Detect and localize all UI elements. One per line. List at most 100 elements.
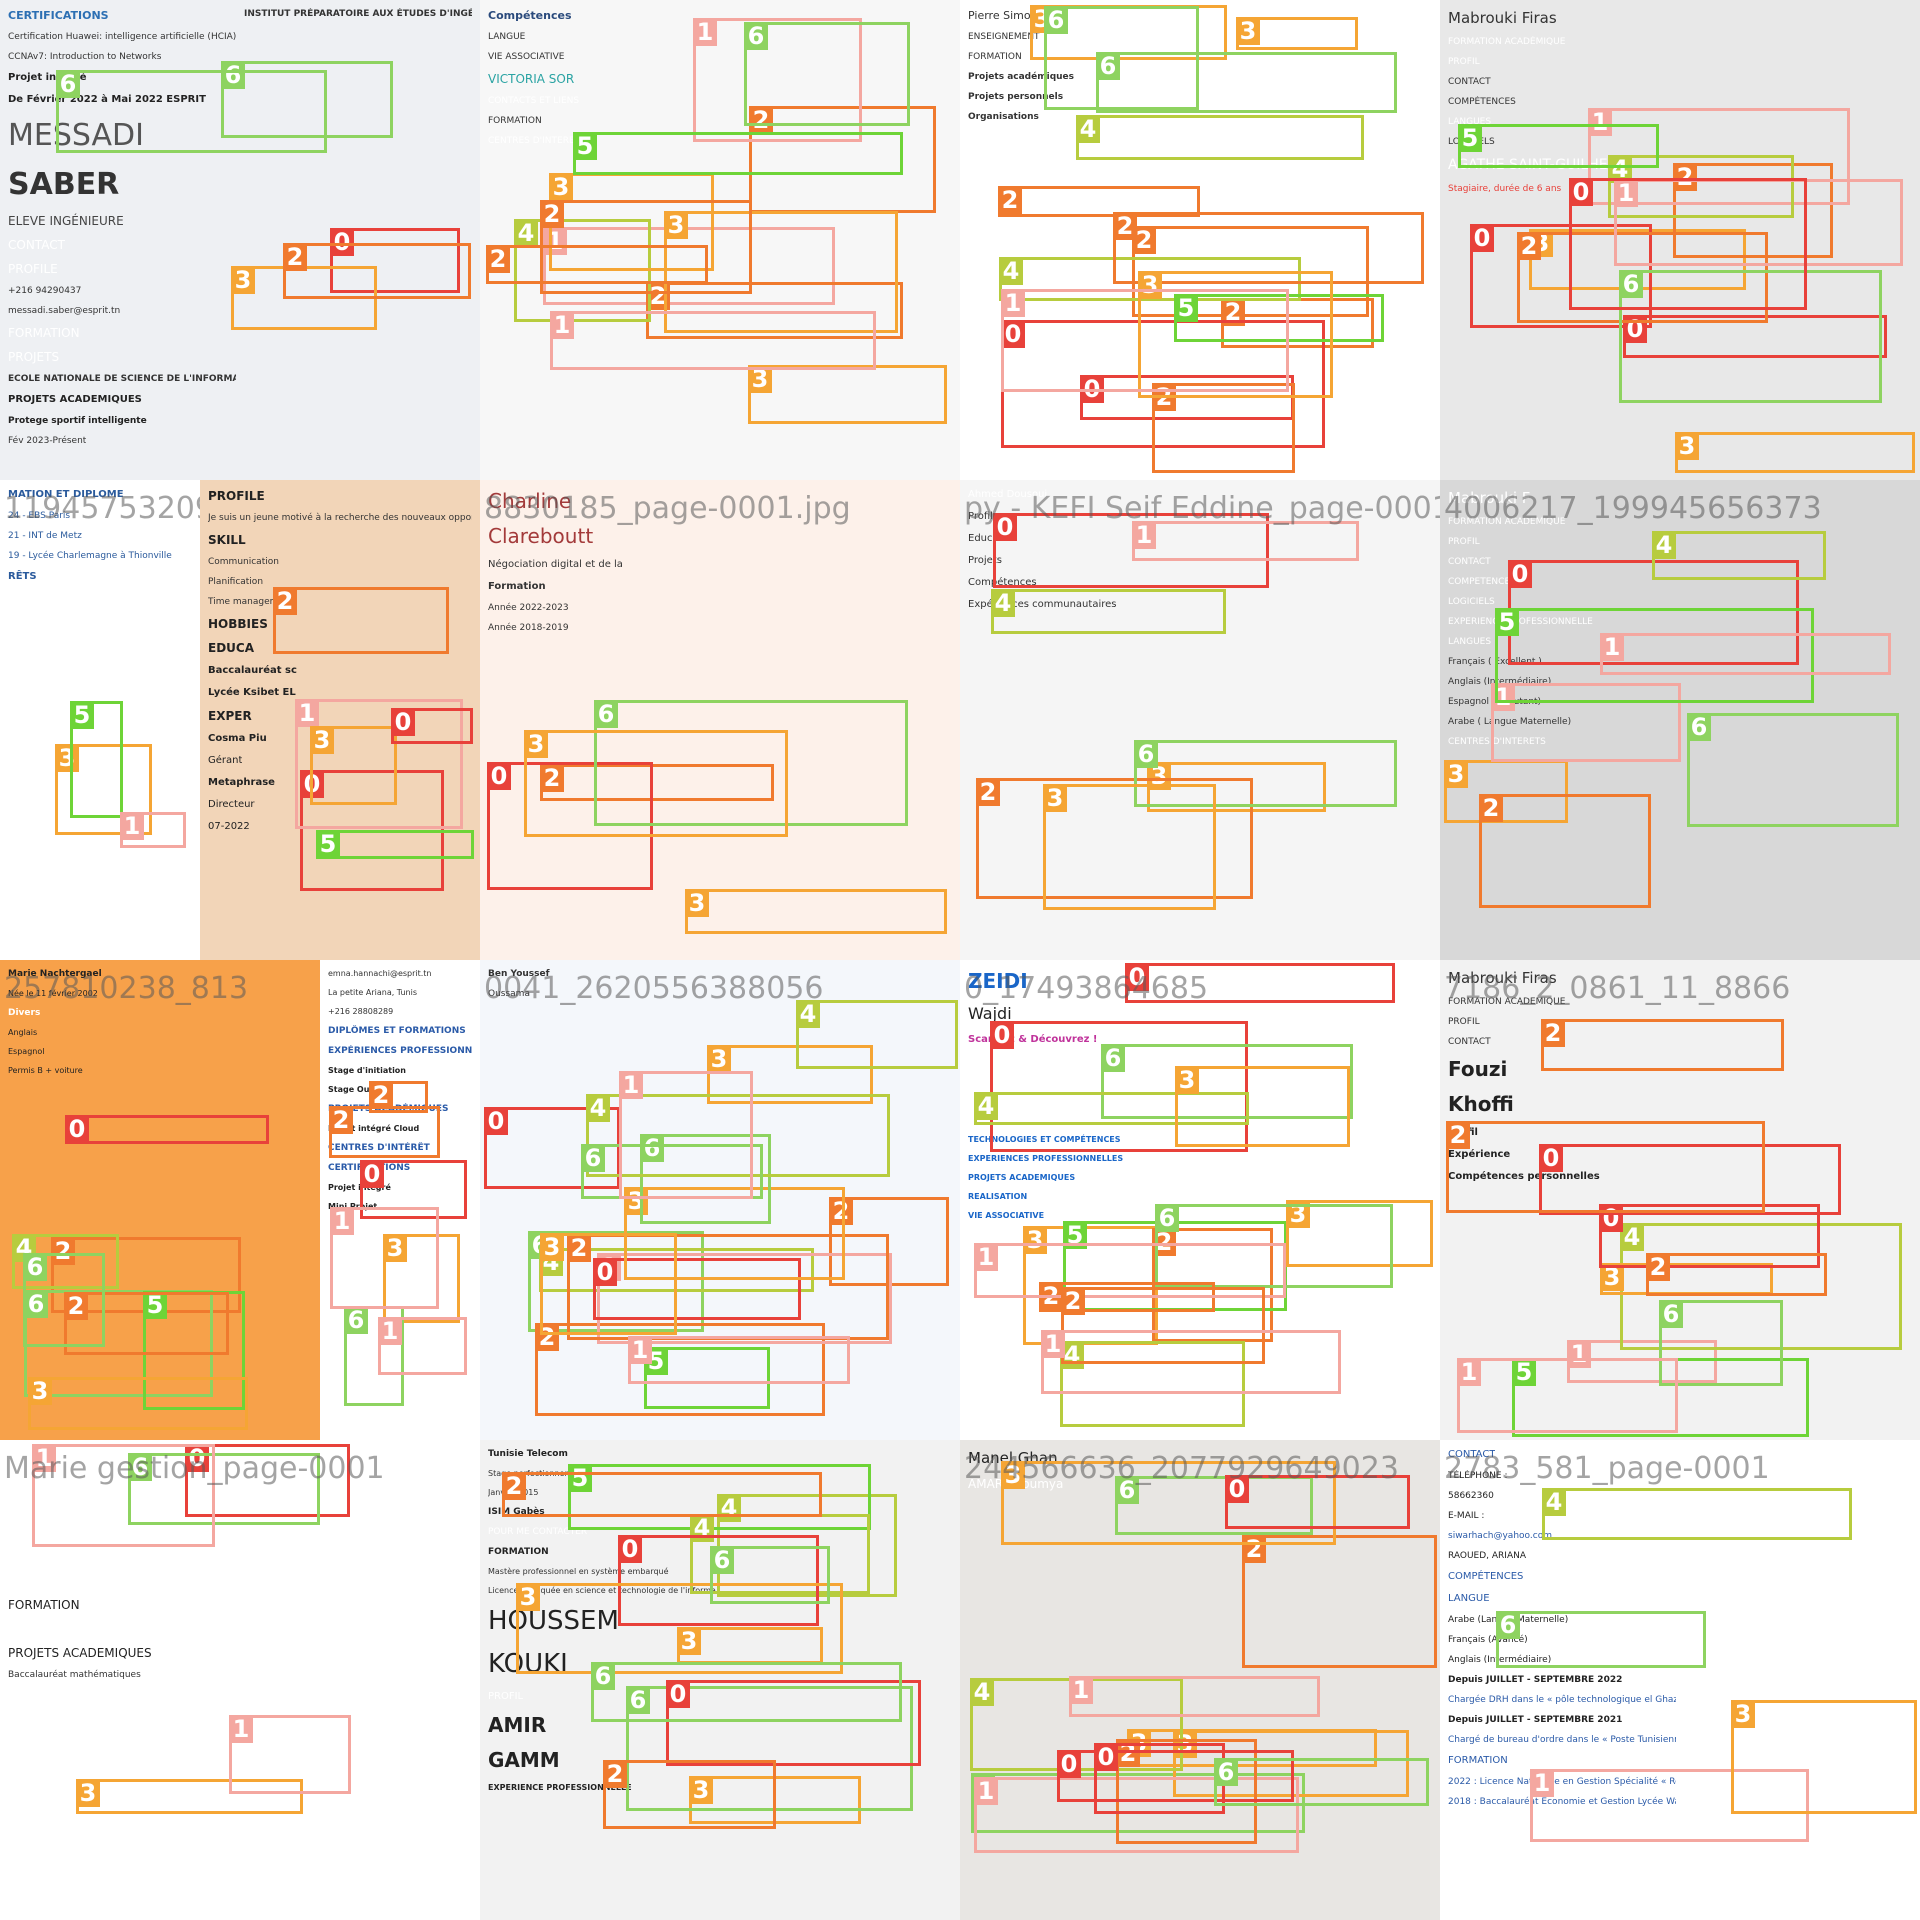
annotation-label: 3 bbox=[549, 173, 573, 201]
cv-tile-17: CONTACT TÉLÉPHONE : 58662360 E-MAIL : siwarh… bbox=[1440, 1440, 1920, 1920]
cv-text: Pierre Simon bbox=[968, 9, 1038, 22]
annotation-label: 1 bbox=[1069, 1676, 1093, 1704]
cv-text: Formation bbox=[488, 581, 546, 592]
cv-text: ECOLE NATIONALE DE SCIENCE DE L'INFORMAT… bbox=[8, 374, 236, 384]
annotation-label: 0 bbox=[1001, 320, 1025, 348]
cv-text: Stagiaire, durée de 6 ans bbox=[1448, 184, 1562, 194]
annotation-label: 3 bbox=[76, 1779, 100, 1807]
annotation-box bbox=[1512, 1358, 1809, 1437]
cv-text: +216 28808289 bbox=[328, 1007, 394, 1016]
annotation-box bbox=[998, 186, 1200, 217]
cv-text: Communication bbox=[208, 557, 279, 567]
cv-text: 19 - Lycée Charlemagne à Thionville bbox=[8, 551, 172, 561]
cv-text: Stage d'initiation bbox=[328, 1066, 406, 1075]
cv-text: PROJETS ACADEMIQUES bbox=[8, 394, 142, 405]
cv-text: CENTRES D'INTERETS bbox=[1448, 737, 1546, 747]
cv-text: Wajdi bbox=[968, 1004, 1012, 1023]
annotation-box bbox=[1687, 713, 1899, 827]
cv-text: PROFIL bbox=[1448, 537, 1480, 547]
annotation-label: 5 bbox=[70, 701, 94, 729]
cv-tile-8: Mabrouki F FORMATION ACADEMIQUE PROFIL CONT… bbox=[1440, 480, 1920, 960]
cv-tile-1: Compétences LANGUE VIE ASSOCIATIVE VICTORIA… bbox=[480, 0, 960, 480]
cv-text: Anglais (Intermédiaire) bbox=[1448, 1655, 1552, 1665]
annotation-box bbox=[273, 587, 449, 654]
annotation-label: 1 bbox=[1588, 108, 1612, 136]
cv-text: Time management bbox=[208, 597, 294, 607]
annotation-label: 2 bbox=[1646, 1253, 1670, 1281]
annotation-label: 6 bbox=[1155, 1204, 1179, 1232]
cv-text: REALISATION bbox=[968, 1192, 1028, 1201]
cv-text: Chargée DRH dans le « pôle technologique… bbox=[1448, 1695, 1676, 1705]
cv-text: VICTORIA SOR bbox=[488, 72, 575, 86]
cv-text: De Février 2022 à Mai 2022 ESPRIT bbox=[8, 94, 206, 105]
annotation-label: 5 bbox=[1495, 608, 1519, 636]
annotation-label: 3 bbox=[1444, 760, 1468, 788]
annotation-label: 2 bbox=[1152, 1228, 1176, 1256]
cv-text: POUR ME CONTACTER bbox=[488, 1527, 588, 1537]
cv-text: 2022 : Licence Nationale en Gestion Spéc… bbox=[1448, 1777, 1676, 1787]
annotation-box bbox=[1542, 1488, 1852, 1540]
annotation-label: 6 bbox=[744, 22, 768, 50]
annotation-label: 2 bbox=[998, 186, 1022, 214]
annotation-label: 3 bbox=[677, 1627, 701, 1655]
annotation-label: 2 bbox=[1116, 1739, 1140, 1767]
cv-text: COMPÉTENCES bbox=[1448, 97, 1516, 107]
annotation-label: 6 bbox=[1101, 1044, 1125, 1072]
annotation-box bbox=[486, 245, 708, 284]
annotation-label: 0 bbox=[618, 1535, 642, 1563]
annotation-box bbox=[1155, 1204, 1393, 1288]
cv-tile-13: Mabrouki Firas FORMATION ACADEMIQUE PROFIL… bbox=[1440, 960, 1920, 1440]
annotation-label: 2 bbox=[540, 764, 564, 792]
cv-text: FORMATION bbox=[8, 326, 80, 340]
annotation-box bbox=[693, 18, 862, 142]
annotation-box bbox=[976, 778, 1253, 899]
annotation-box bbox=[1125, 963, 1395, 1003]
cv-text: ISIM Gabès bbox=[488, 1507, 545, 1517]
cv-text: FORMATION bbox=[1448, 1755, 1508, 1766]
annotation-label: 1 bbox=[120, 812, 144, 840]
cv-text: Khoffi bbox=[1448, 1092, 1514, 1116]
annotation-box bbox=[1646, 1253, 1827, 1296]
annotation-label: 4 bbox=[1620, 1223, 1644, 1251]
annotation-label: 4 bbox=[1542, 1488, 1566, 1516]
annotation-box bbox=[1061, 1287, 1265, 1364]
annotation-label: 2 bbox=[829, 1197, 853, 1225]
annotation-label: 1 bbox=[1041, 1330, 1065, 1358]
annotation-label: 1 bbox=[378, 1317, 402, 1345]
cv-text: Permis B + voiture bbox=[8, 1066, 83, 1075]
cv-text: Projets académiques bbox=[968, 72, 1075, 82]
cv-text: Expérience bbox=[1448, 1149, 1511, 1160]
cv-text: Arabe ( Langue Maternelle) bbox=[1448, 717, 1572, 727]
annotation-label: 3 bbox=[1001, 1461, 1025, 1489]
cv-text: Français ( Excellent ) bbox=[1448, 657, 1542, 667]
annotation-label: 3 bbox=[664, 211, 688, 239]
annotation-label: 3 bbox=[28, 1377, 52, 1405]
cv-text: PROFILE bbox=[8, 262, 58, 276]
cv-text: ENSEIGNEMENT bbox=[968, 32, 1040, 42]
annotation-box bbox=[1225, 1475, 1410, 1529]
annotation-label: 6 bbox=[56, 70, 80, 98]
cv-tile-9: Marie Nachtergael Née le 11 février 2002 D… bbox=[0, 960, 320, 1440]
cv-text: MESSADI bbox=[8, 118, 144, 153]
cv-text: PROJETS ACADEMIQUES bbox=[8, 1646, 152, 1660]
annotation-label: 2 bbox=[1242, 1535, 1266, 1563]
cv-text: PROFILE bbox=[208, 489, 265, 503]
annotation-box bbox=[543, 227, 835, 305]
annotation-label: 1 bbox=[1567, 1340, 1591, 1368]
annotation-label: 3 bbox=[1731, 1700, 1755, 1728]
annotation-label: 6 bbox=[591, 1662, 615, 1690]
cv-text: AGATHE SAINT-GUILHEM bbox=[1448, 157, 1620, 173]
annotation-label: 0 bbox=[1508, 560, 1532, 588]
cv-text: FORMATION bbox=[8, 1598, 80, 1612]
annotation-box bbox=[487, 762, 653, 890]
cv-text: Gérant bbox=[208, 755, 243, 766]
annotation-box bbox=[666, 1680, 921, 1766]
annotation-box bbox=[1619, 270, 1882, 403]
annotation-label: 0 bbox=[1599, 1204, 1623, 1232]
cv-text: COMPÉTENCES bbox=[1448, 1571, 1524, 1582]
annotation-box bbox=[664, 211, 898, 333]
annotation-label: 2 bbox=[329, 1106, 353, 1134]
annotation-box bbox=[1175, 1066, 1350, 1147]
annotation-label: 4 bbox=[1076, 115, 1100, 143]
